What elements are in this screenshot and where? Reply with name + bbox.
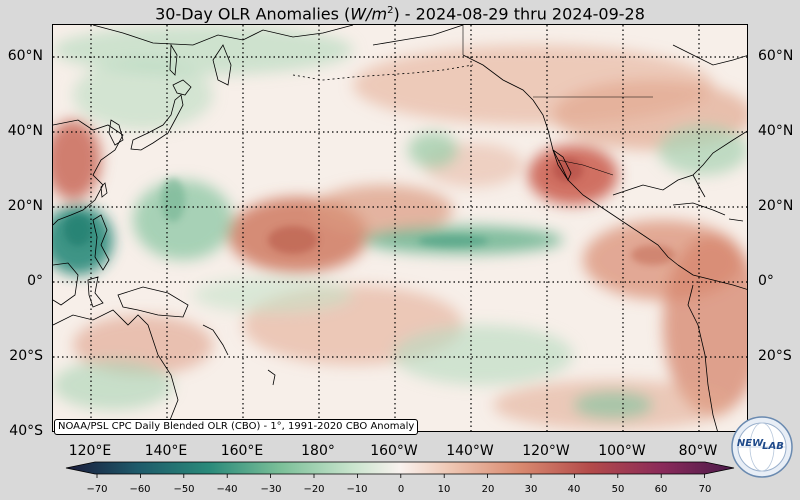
lon-label-160e: 160°E: [220, 443, 264, 459]
border-us-mexico: [557, 159, 614, 176]
colorbar-tick-label: 10: [437, 484, 451, 495]
colorbar-tick-label: 50: [611, 484, 625, 495]
coast-korea: [108, 119, 124, 146]
coast-aleutians: [292, 64, 474, 81]
anomaly-positive-central-pacific-east: [313, 185, 453, 235]
colorbar-tick-label: −30: [260, 484, 282, 495]
lon-label-120e: 120°E: [68, 443, 112, 459]
logo-text-left: NEW: [737, 438, 764, 449]
map-area: [52, 24, 748, 432]
colorbar-tick-label: −20: [303, 484, 325, 495]
anomaly-negative-southeast-pacific: [573, 391, 653, 419]
anomaly-core-central-pacific: [268, 226, 318, 254]
lat-label-20s-left: 20°S: [9, 348, 43, 364]
lat-label-60n-right: 60°N: [758, 48, 794, 64]
anomaly-negative-kamchatka: [73, 60, 213, 130]
anomaly-field: [53, 25, 747, 430]
anomaly-negative-australia: [53, 360, 173, 410]
coast-philippines: [92, 214, 110, 271]
colorbar: [65, 461, 735, 478]
lat-label-20n-left: 20°N: [7, 198, 43, 214]
colorbar-ticks: [96, 474, 705, 478]
colorbar-gradient: [65, 461, 735, 475]
coast-south-america-west: [687, 284, 718, 431]
coast-kamchatka: [212, 44, 232, 86]
lat-label-20s-right: 20°S: [758, 348, 792, 364]
colorbar-tick-label: 30: [524, 484, 538, 495]
lat-label-0-left: 0°: [27, 273, 43, 289]
anomaly-core-west-pacific: [161, 178, 185, 222]
anomaly-negative-bering: [53, 25, 353, 75]
coast-borneo: [53, 262, 79, 306]
colorbar-tick-label: 0: [397, 484, 405, 495]
anomaly-negative-equatorial: [193, 277, 353, 313]
coast-taiwan: [100, 182, 108, 198]
anomaly-texture: [64, 158, 675, 265]
anomaly-negative-eastern-us: [658, 125, 747, 175]
coast-baja: [552, 149, 572, 181]
anomaly-negative-west-pacific: [133, 180, 233, 260]
coast-australia: [53, 309, 179, 431]
lat-label-40s-left: 40°S: [9, 423, 43, 439]
lon-label-140w: 140°W: [446, 443, 494, 459]
coast-sulawesi: [87, 276, 104, 308]
coast-alaska-south: [462, 54, 534, 101]
anomaly-core-itcz: [418, 235, 488, 247]
lat-label-0-right: 0°: [758, 273, 774, 289]
coast-alaska-north: [372, 25, 464, 46]
coast-hispaniola: [728, 218, 744, 222]
coast-russia: [92, 25, 354, 46]
colorbar-tick-label: −50: [173, 484, 195, 495]
anomaly-positive-australia-north: [73, 315, 213, 375]
coast-south-america-north: [677, 264, 747, 290]
lat-label-60n-left: 60°N: [7, 48, 43, 64]
coast-east-asia: [53, 119, 124, 226]
lon-label-100w: 100°W: [598, 443, 646, 459]
coast-fiji: [267, 369, 276, 386]
colorbar-tick-label: 60: [654, 484, 668, 495]
newlab-logo: NEW LAB: [731, 416, 793, 478]
colorbar-tick-label: −10: [346, 484, 368, 495]
coast-new-guinea: [117, 286, 189, 318]
coast-solomon: [202, 324, 229, 356]
coast-florida: [692, 174, 706, 198]
lat-label-40n-right: 40°N: [758, 123, 794, 139]
logo-text-right: LAB: [762, 441, 784, 452]
graticule: [53, 25, 747, 431]
anomaly-core-philippines: [64, 214, 92, 246]
colorbar-tick-label: −40: [216, 484, 238, 495]
coast-hokkaido: [172, 79, 192, 96]
colorbar-tick-label: 40: [567, 484, 581, 495]
coast-sakhalin: [169, 43, 178, 76]
lat-label-40n-left: 40°N: [7, 123, 43, 139]
anomaly-positive-south-america: [663, 235, 747, 415]
coast-cuba: [672, 202, 726, 216]
lon-label-140e: 140°E: [144, 443, 188, 459]
coast-canada-east: [672, 44, 747, 66]
coastlines: [53, 25, 747, 431]
anomaly-negative-north-central: [408, 132, 458, 168]
coast-gulf-east-us: [612, 130, 747, 196]
map-title: 30-Day OLR Anomalies (W/m2) - 2024-08-29…: [155, 4, 645, 24]
anomaly-positive-china: [53, 120, 101, 200]
coast-central-america: [642, 234, 679, 266]
anomaly-negative-south-pacific: [393, 325, 573, 385]
anomaly-core-mexico: [553, 158, 583, 182]
lon-label-160w: 160°W: [370, 443, 418, 459]
coast-japan: [130, 94, 184, 151]
lon-label-120w: 120°W: [522, 443, 570, 459]
colorbar-tick-label: −70: [86, 484, 108, 495]
colorbar-tick-label: 70: [698, 484, 712, 495]
lon-label-80w: 80°W: [678, 443, 718, 459]
colorbar-tick-label: 20: [481, 484, 495, 495]
colorbar-tick-label: −60: [129, 484, 151, 495]
lon-label-180: 180°: [301, 443, 335, 459]
data-source-credit: NOAA/PSL CPC Daily Blended OLR (CBO) - 1…: [54, 419, 419, 435]
anomaly-map: [53, 25, 747, 431]
lat-label-20n-right: 20°N: [758, 198, 794, 214]
anomaly-core-caribbean: [631, 245, 675, 265]
